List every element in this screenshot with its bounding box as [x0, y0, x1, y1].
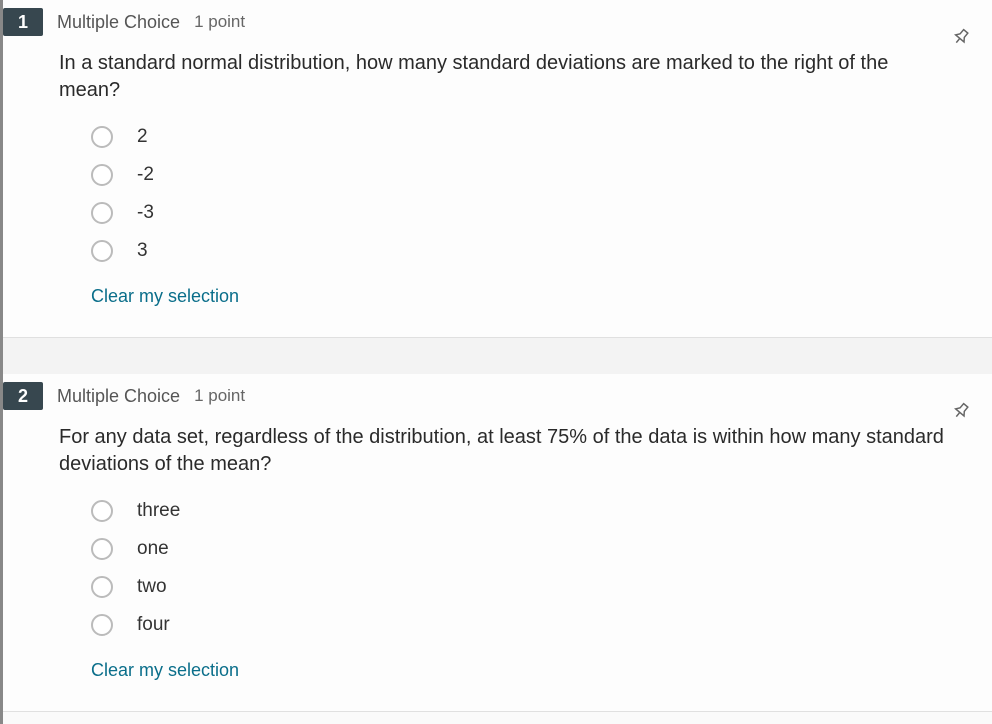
option-label: -2	[137, 164, 154, 186]
option-label: 3	[137, 240, 148, 262]
option-row[interactable]: two	[91, 568, 968, 606]
radio-icon[interactable]	[91, 614, 113, 636]
question-spacer	[3, 338, 992, 374]
option-row[interactable]: four	[91, 606, 968, 644]
option-label: 2	[137, 126, 148, 148]
question-points-label: 1 point	[194, 386, 245, 406]
option-row[interactable]: three	[91, 492, 968, 530]
option-row[interactable]: -3	[91, 194, 968, 232]
clear-selection-wrap: Clear my selection	[3, 644, 968, 687]
clear-selection-link[interactable]: Clear my selection	[91, 270, 239, 313]
radio-icon[interactable]	[91, 164, 113, 186]
options-list: 2 -2 -3 3	[3, 118, 968, 270]
radio-icon[interactable]	[91, 576, 113, 598]
option-row[interactable]: -2	[91, 156, 968, 194]
radio-icon[interactable]	[91, 240, 113, 262]
clear-selection-wrap: Clear my selection	[3, 270, 968, 313]
pin-icon[interactable]	[950, 26, 972, 48]
question-block-1: 1 Multiple Choice 1 point In a standard …	[3, 0, 992, 338]
question-number-badge: 2	[3, 382, 43, 410]
options-list: three one two four	[3, 492, 968, 644]
quiz-container: 1 Multiple Choice 1 point In a standard …	[0, 0, 992, 724]
question-type-label: Multiple Choice	[57, 386, 180, 407]
option-label: -3	[137, 202, 154, 224]
radio-icon[interactable]	[91, 500, 113, 522]
option-label: two	[137, 576, 167, 598]
option-label: three	[137, 500, 180, 522]
question-text: For any data set, regardless of the dist…	[3, 418, 968, 492]
radio-icon[interactable]	[91, 126, 113, 148]
clear-selection-link[interactable]: Clear my selection	[91, 644, 239, 687]
option-label: one	[137, 538, 169, 560]
option-label: four	[137, 614, 170, 636]
option-row[interactable]: 2	[91, 118, 968, 156]
option-row[interactable]: one	[91, 530, 968, 568]
question-block-2: 2 Multiple Choice 1 point For any data s…	[3, 374, 992, 712]
question-type-label: Multiple Choice	[57, 12, 180, 33]
question-number-badge: 1	[3, 8, 43, 36]
question-header: 2 Multiple Choice 1 point	[3, 374, 968, 418]
radio-icon[interactable]	[91, 202, 113, 224]
question-points-label: 1 point	[194, 12, 245, 32]
option-row[interactable]: 3	[91, 232, 968, 270]
question-text: In a standard normal distribution, how m…	[3, 44, 968, 118]
pin-icon[interactable]	[950, 400, 972, 422]
radio-icon[interactable]	[91, 538, 113, 560]
question-header: 1 Multiple Choice 1 point	[3, 0, 968, 44]
